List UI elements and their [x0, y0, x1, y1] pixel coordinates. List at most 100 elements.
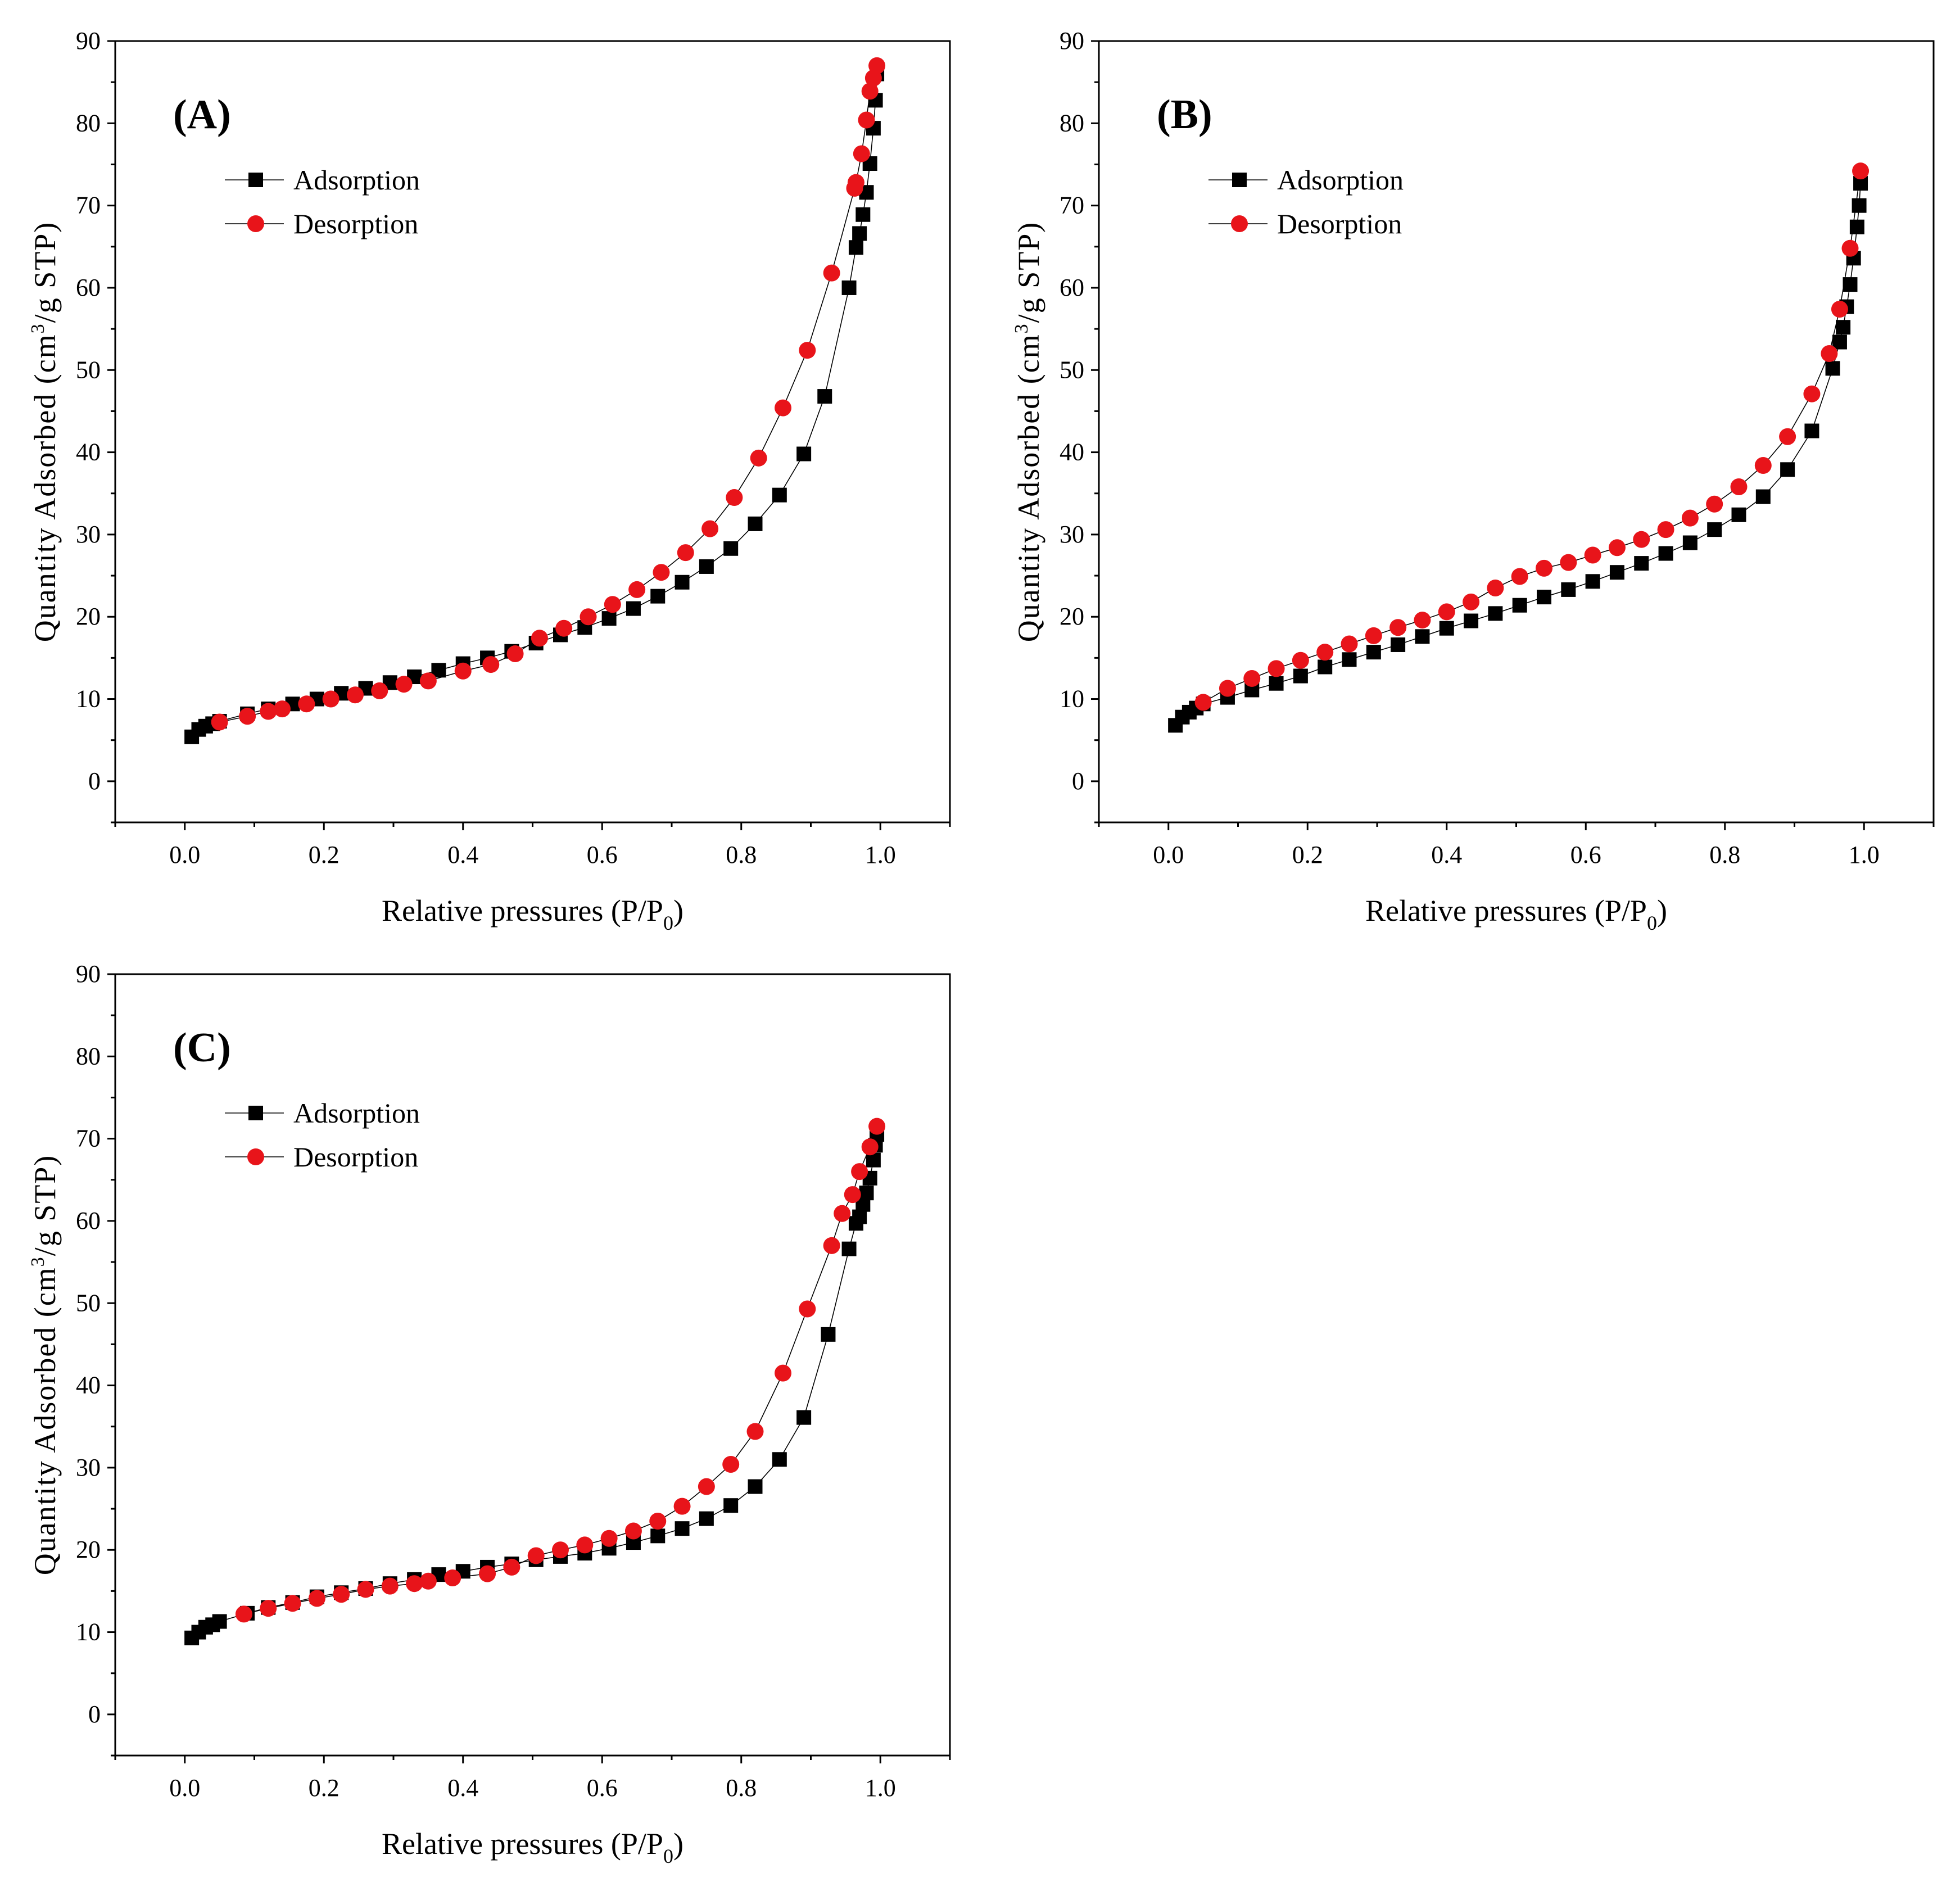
desorption-point	[1831, 300, 1848, 318]
desorption-point	[419, 672, 437, 690]
x-tick-label: 0.6	[1570, 841, 1601, 868]
desorption-point	[1681, 509, 1699, 527]
desorption-point	[576, 1536, 594, 1554]
adsorption-point	[723, 1498, 739, 1513]
adsorption-point	[699, 559, 714, 574]
desorption-point	[1219, 680, 1236, 697]
y-tick-label: 40	[76, 1372, 101, 1399]
x-axis-label: Relative pressures (P/P0)	[382, 1827, 683, 1867]
x-tick-label: 0.8	[726, 1774, 757, 1802]
desorption-point	[846, 179, 863, 197]
legend-marker-desorption	[247, 215, 264, 232]
y-tick-label: 50	[76, 1289, 101, 1317]
y-tick-label: 70	[76, 1125, 101, 1152]
y-tick-label: 20	[76, 603, 101, 630]
y-tick-label: 30	[76, 521, 101, 548]
desorption-point	[1365, 627, 1382, 644]
desorption-point	[1536, 559, 1552, 577]
y-axis-label: Quantity Adsorbed (cm3/g STP)	[28, 221, 62, 642]
desorption-point	[1316, 644, 1334, 661]
y-tick-label: 30	[1060, 521, 1084, 548]
desorption-point	[844, 1186, 861, 1204]
desorption-point	[235, 1605, 252, 1623]
y-tick-label: 10	[1060, 685, 1084, 713]
desorption-point	[260, 703, 277, 720]
chart-panel-c: 0 10 20 30 40 50 60 70 80 90 0.0 0.2 0.4 0.6 0.8 1.0 Rel…	[0, 933, 956, 1867]
desorption-point	[527, 1547, 545, 1564]
legend-label-desorption: Desorption	[293, 1141, 418, 1173]
adsorption-point	[1804, 423, 1819, 438]
x-tick-label: 0.4	[1431, 841, 1462, 868]
y-axis-label-post: /g STP)	[28, 221, 62, 323]
desorption-point	[298, 695, 315, 713]
adsorption-point	[1843, 277, 1858, 292]
desorption-point	[701, 520, 719, 537]
desorption-point	[851, 1163, 868, 1180]
desorption-point	[799, 342, 816, 359]
adsorption-point	[1731, 507, 1746, 522]
x-tick-label: 0.0	[169, 1774, 200, 1802]
x-axis-label-sub: 0	[663, 1845, 673, 1867]
series-adsorption	[184, 66, 885, 744]
y-axis-label-pre: Quantity Adsorbed (cm	[1012, 333, 1045, 642]
desorption-point	[1487, 580, 1504, 596]
legend-marker-adsorption	[248, 1106, 263, 1120]
adsorption-point	[601, 611, 617, 626]
desorption-point	[750, 449, 767, 467]
desorption-point	[1657, 521, 1674, 539]
adsorption-point	[626, 601, 641, 616]
y-axis-label-sup: 3	[1011, 323, 1032, 333]
desorption-point	[274, 700, 291, 718]
desorption-point	[531, 630, 548, 647]
adsorption-point	[699, 1511, 714, 1526]
desorption-point	[864, 69, 882, 87]
desorption-point	[726, 489, 743, 506]
y-tick-label: 40	[1060, 438, 1084, 466]
legend-label-adsorption: Adsorption	[293, 1097, 420, 1129]
desorption-point	[503, 1558, 520, 1576]
x-tick-label: 0.4	[447, 841, 478, 868]
desorption-point	[1608, 539, 1626, 557]
desorption-point	[861, 1138, 879, 1156]
y-tick-label: 90	[76, 960, 101, 988]
desorption-point	[308, 1590, 325, 1607]
desorption-point	[799, 1300, 816, 1318]
desorption-point	[260, 1600, 277, 1617]
x-tick-label: 1.0	[1849, 841, 1880, 868]
y-tick-label: 80	[76, 109, 101, 137]
x-axis-label-main: Relative pressures (P/P	[382, 894, 663, 928]
x-axis-label: Relative pressures (P/P0)	[382, 894, 683, 934]
x-tick-label: 0.2	[1292, 841, 1323, 868]
y-tick-label: 90	[1060, 27, 1084, 55]
desorption-point	[482, 656, 500, 673]
adsorption-point	[1825, 361, 1840, 376]
desorption-point	[1438, 603, 1455, 621]
desorption-point	[322, 690, 340, 708]
adsorption-point	[748, 516, 763, 531]
y-axis-label-sup: 3	[28, 1256, 48, 1266]
x-axis-label-sub: 0	[1647, 912, 1657, 934]
adsorption-point	[1585, 574, 1600, 589]
y-tick-label: 0	[1072, 767, 1084, 795]
desorption-point	[479, 1565, 496, 1582]
x-tick-label: 0.4	[447, 1774, 478, 1802]
desorption-point	[1821, 345, 1838, 362]
legend-label-adsorption: Adsorption	[293, 164, 420, 196]
adsorption-point	[723, 541, 739, 556]
y-tick-label: 30	[76, 1454, 101, 1481]
desorption-point	[371, 682, 388, 699]
adsorption-point	[841, 1241, 857, 1256]
adsorption-point	[675, 574, 690, 590]
adsorption-point	[1755, 489, 1771, 504]
y-tick-label: 70	[1060, 192, 1084, 219]
desorption-point	[506, 645, 524, 663]
legend-label-adsorption: Adsorption	[1277, 164, 1404, 196]
adsorption-point	[1391, 637, 1406, 652]
desorption-point	[239, 708, 256, 725]
adsorption-point	[1318, 659, 1333, 675]
panel-label: (C)	[173, 1025, 231, 1071]
adsorption-point	[212, 1614, 227, 1629]
y-axis-label-pre: Quantity Adsorbed (cm	[28, 1266, 62, 1575]
